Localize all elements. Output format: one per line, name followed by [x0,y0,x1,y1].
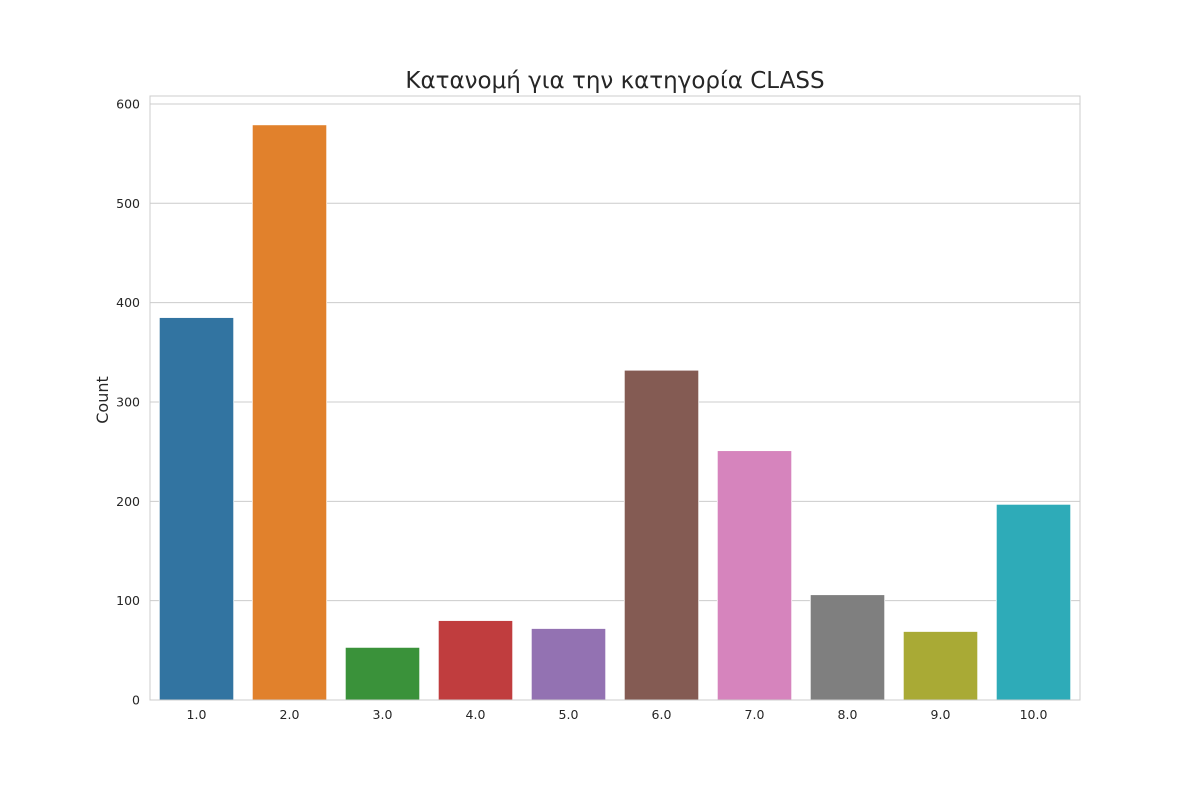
bar [344,646,421,701]
x-tick-label: 1.0 [187,707,207,722]
x-tick-label: 5.0 [559,707,579,722]
x-tick-label: 6.0 [652,707,672,722]
plot-frame [149,95,1081,701]
bar [530,628,607,701]
bar [158,317,235,701]
y-axis-label: Count [93,376,112,424]
x-tick-label: 10.0 [1020,707,1048,722]
y-tick-label: 100 [116,593,140,608]
bar [623,369,700,701]
x-tick-label: 2.0 [280,707,300,722]
bars [158,124,1072,701]
y-tick-label: 0 [132,693,140,708]
x-tick-labels: 1.0 2.0 3.0 4.0 5.0 6.0 7.0 8.0 9.0 10.0 [187,707,1048,722]
y-tick-label: 300 [116,394,140,409]
bar [437,620,514,701]
x-tick-label: 3.0 [373,707,393,722]
bar [809,594,886,701]
y-tick-label: 200 [116,494,140,509]
x-tick-label: 9.0 [931,707,951,722]
bar [251,124,328,701]
y-tick-label: 500 [116,196,140,211]
bar [995,503,1072,701]
bar [716,450,793,701]
chart-title: Κατανομή για την κατηγορία CLASS [405,68,824,94]
x-tick-label: 7.0 [745,707,765,722]
y-tick-labels: 0 100 200 300 400 500 600 [116,96,140,707]
y-tick-label: 600 [116,96,140,111]
y-tick-label: 400 [116,295,140,310]
x-tick-label: 4.0 [466,707,486,722]
bar [902,631,979,701]
x-tick-label: 8.0 [838,707,858,722]
